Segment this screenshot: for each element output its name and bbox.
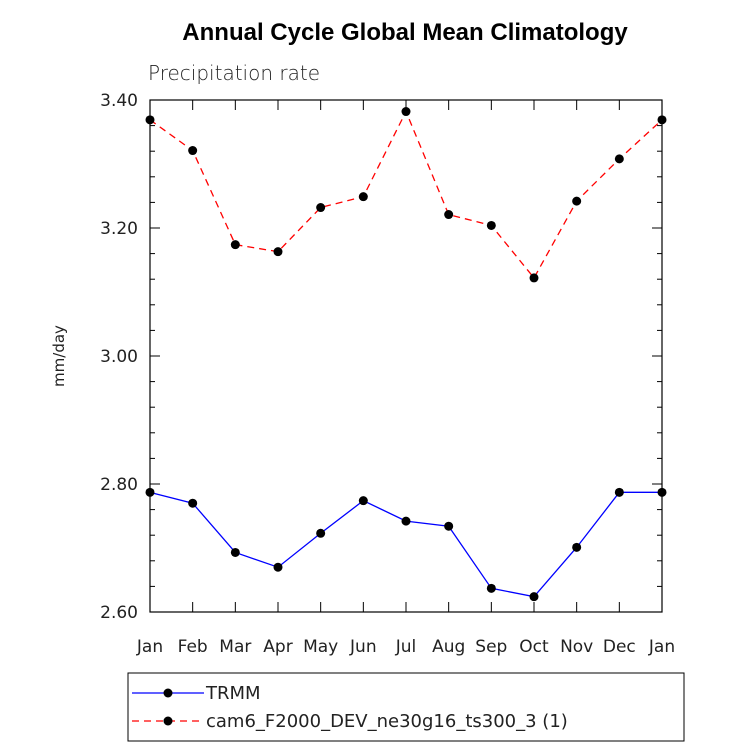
data-point — [614, 487, 624, 497]
legend-marker — [163, 688, 173, 698]
data-point — [572, 542, 582, 552]
legend-marker — [163, 716, 173, 726]
data-point — [145, 115, 155, 125]
series-layer — [145, 107, 667, 602]
y-axis-label: mm/day — [50, 325, 68, 387]
x-tick-label: Sep — [475, 637, 507, 657]
data-point — [572, 196, 582, 206]
data-point — [529, 592, 539, 602]
data-point — [230, 547, 240, 557]
y-tick-label: 2.80 — [100, 475, 138, 495]
data-point — [444, 521, 454, 531]
legend-items: TRMM cam6_F2000_DEV_ne30g16_ts300_3 (1) — [132, 683, 568, 732]
data-point — [188, 146, 198, 156]
data-point — [657, 115, 667, 125]
legend-label: TRMM — [205, 683, 261, 704]
x-tick-label: Aug — [432, 637, 465, 657]
x-tick-label: May — [303, 637, 338, 657]
x-axis-tick-labels: Jan Feb Mar Apr May Jun Jul Aug Sep Oct Nov Dec Jan — [136, 637, 675, 657]
y-tick-label: 2.60 — [100, 603, 138, 623]
x-tick-label: Feb — [178, 637, 208, 657]
plot-area — [149, 99, 663, 613]
y-tick-label: 3.20 — [100, 219, 138, 239]
series-line — [149, 491, 662, 598]
data-point — [358, 192, 368, 202]
legend-label: cam6_F2000_DEV_ne30g16_ts300_3 (1) — [206, 711, 568, 732]
data-point — [316, 203, 326, 213]
axis-ticks — [149, 99, 663, 613]
data-point — [145, 487, 155, 497]
x-tick-label: Jun — [349, 637, 377, 657]
data-point — [657, 487, 667, 497]
data-point — [486, 583, 496, 593]
data-point — [230, 240, 240, 250]
chart-title: Annual Cycle Global Mean Climatology — [182, 19, 628, 46]
x-tick-label: Mar — [219, 637, 251, 657]
data-point — [444, 210, 454, 220]
x-tick-label: Oct — [519, 637, 549, 657]
legend — [127, 672, 685, 742]
data-point — [486, 220, 496, 230]
data-point — [273, 562, 283, 572]
x-tick-label: Nov — [560, 637, 593, 657]
x-tick-label: Dec — [603, 637, 636, 657]
data-point — [529, 273, 539, 283]
series-line — [149, 109, 663, 280]
x-tick-label: Jan — [648, 637, 675, 657]
chart-subtitle: Precipitation rate — [148, 61, 320, 85]
data-point — [358, 496, 368, 506]
x-tick-label: Jul — [395, 637, 417, 657]
data-point — [188, 498, 198, 508]
y-tick-label: 3.40 — [100, 91, 138, 111]
x-tick-label: Jan — [136, 637, 163, 657]
data-point — [614, 154, 624, 164]
y-tick-label: 3.00 — [100, 347, 138, 367]
x-tick-label: Apr — [263, 637, 292, 657]
data-point — [401, 516, 411, 526]
data-point — [273, 247, 283, 257]
data-point — [316, 528, 326, 538]
data-point — [401, 107, 411, 117]
y-axis-tick-labels: 2.60 2.80 3.00 3.20 3.40 — [100, 91, 138, 623]
